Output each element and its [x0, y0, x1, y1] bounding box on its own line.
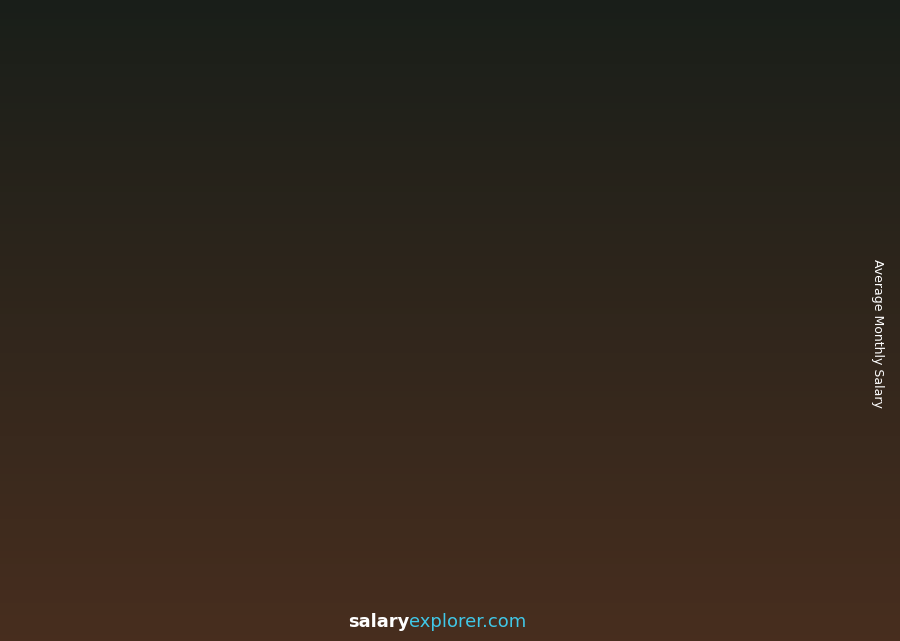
Polygon shape — [328, 388, 401, 395]
Polygon shape — [201, 444, 274, 451]
Polygon shape — [650, 281, 657, 558]
Bar — [711, 228, 777, 558]
Text: salary: salary — [348, 613, 410, 631]
Polygon shape — [140, 483, 147, 558]
Polygon shape — [73, 483, 147, 490]
Polygon shape — [777, 221, 784, 558]
Text: explorer.com: explorer.com — [410, 613, 526, 631]
Bar — [201, 451, 267, 558]
Bar — [583, 288, 650, 558]
Text: 0 VUV: 0 VUV — [603, 262, 650, 276]
Text: 0 VUV: 0 VUV — [86, 463, 133, 479]
Text: 0 VUV: 0 VUV — [348, 369, 394, 383]
Polygon shape — [522, 337, 529, 558]
Polygon shape — [267, 444, 274, 558]
Text: +nan%: +nan% — [512, 219, 600, 238]
Text: Legal Consultant: Legal Consultant — [44, 112, 266, 138]
Text: 0 VUV: 0 VUV — [475, 317, 522, 332]
Polygon shape — [455, 337, 529, 344]
Polygon shape — [394, 388, 401, 558]
Text: 0 VUV: 0 VUV — [220, 424, 267, 439]
Text: Average Monthly Salary: Average Monthly Salary — [871, 259, 884, 408]
Text: +nan%: +nan% — [384, 276, 473, 296]
Text: 0 VUV: 0 VUV — [731, 202, 777, 217]
Text: Salary Comparison By Experience: Salary Comparison By Experience — [44, 70, 778, 108]
Text: +nan%: +nan% — [640, 157, 727, 177]
Polygon shape — [711, 221, 784, 228]
Polygon shape — [583, 281, 657, 288]
Bar — [328, 395, 394, 558]
Bar — [73, 490, 140, 558]
Text: +nan%: +nan% — [257, 329, 345, 350]
Bar — [455, 344, 522, 558]
Text: +nan%: +nan% — [130, 387, 217, 407]
